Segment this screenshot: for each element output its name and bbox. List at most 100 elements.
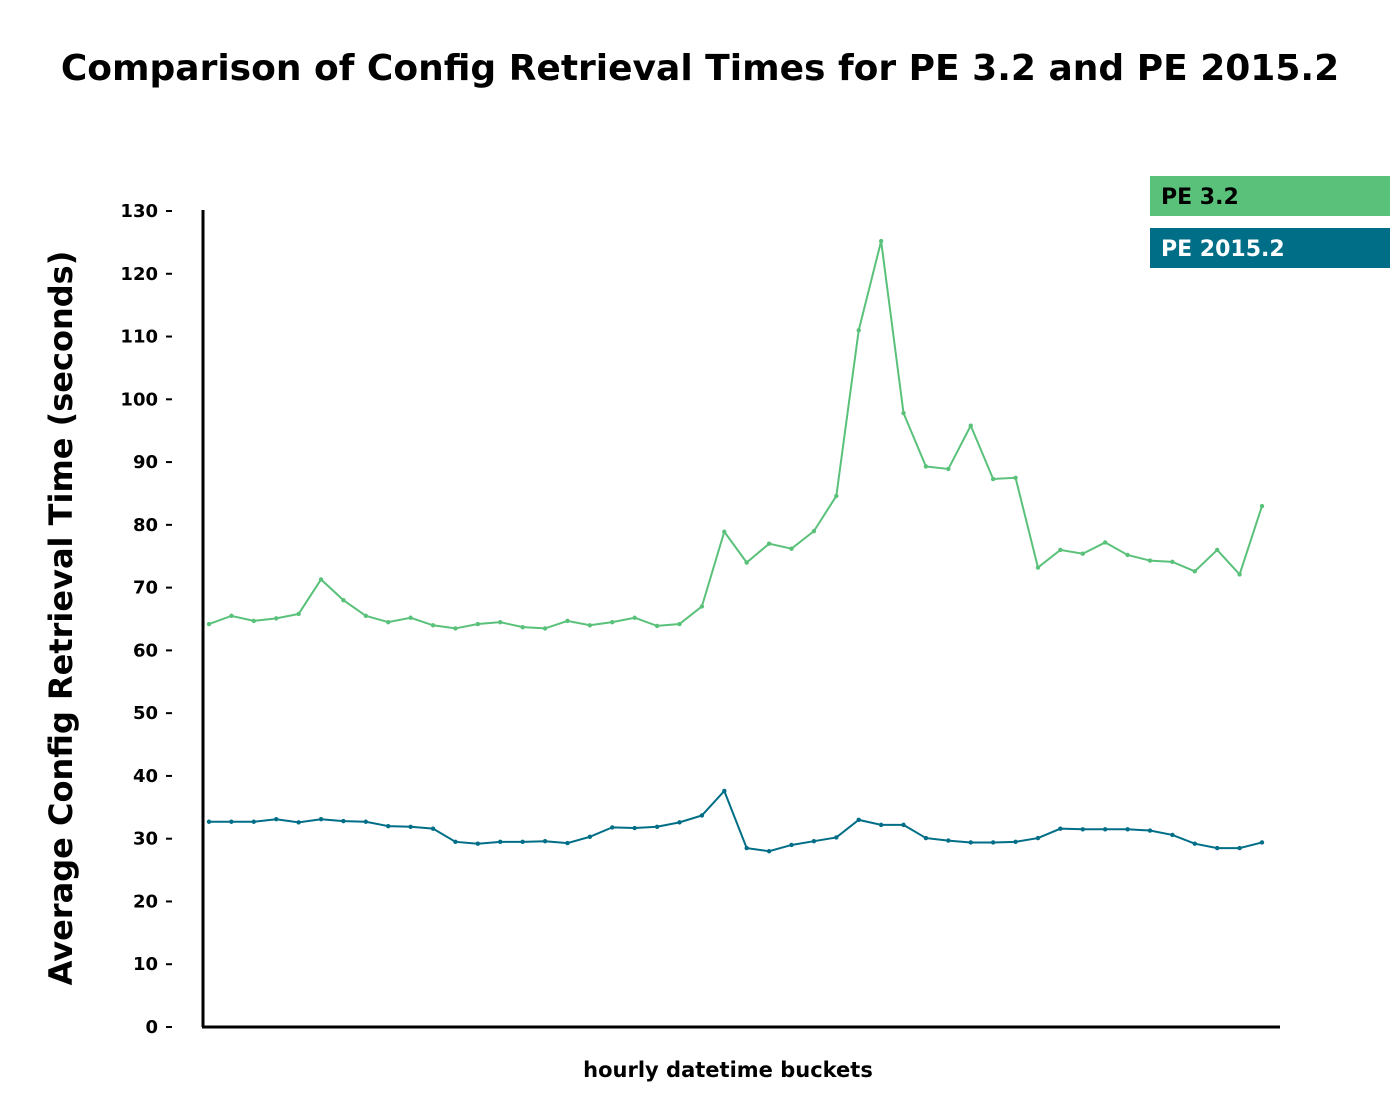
data-point xyxy=(722,529,727,534)
data-point xyxy=(789,842,794,848)
data-point xyxy=(946,838,951,843)
x-axis-label: hourly datetime buckets xyxy=(583,1058,873,1082)
data-point xyxy=(946,466,951,472)
data-point xyxy=(699,813,705,818)
data-point xyxy=(901,822,906,828)
data-point xyxy=(318,817,324,822)
legend-item: PE 3.2 xyxy=(1150,176,1390,216)
data-point xyxy=(699,604,705,609)
y-tick-label: 40 xyxy=(133,766,158,787)
data-point xyxy=(1147,558,1153,563)
data-point xyxy=(1013,839,1018,845)
data-point xyxy=(430,623,436,628)
data-point xyxy=(923,835,929,841)
data-point xyxy=(744,845,749,851)
data-point xyxy=(1035,565,1041,570)
data-point xyxy=(1237,572,1242,577)
data-point xyxy=(811,528,817,534)
y-tick-label: 120 xyxy=(120,264,158,285)
y-tick-label: 10 xyxy=(133,954,158,975)
data-point xyxy=(565,618,570,624)
data-point xyxy=(520,839,525,845)
data-point xyxy=(1080,551,1085,556)
data-point xyxy=(834,835,839,840)
data-point xyxy=(498,839,503,845)
legend: PE 3.2 PE 2015.2 xyxy=(1150,176,1390,268)
y-tick-label: 90 xyxy=(133,452,158,473)
data-point xyxy=(1259,503,1265,509)
data-point xyxy=(766,541,772,546)
data-point xyxy=(1214,845,1220,851)
series-line xyxy=(208,240,1263,630)
data-point xyxy=(475,841,481,846)
data-point xyxy=(453,839,458,845)
data-point xyxy=(1170,559,1175,565)
data-point xyxy=(1237,845,1242,851)
data-point xyxy=(789,546,794,551)
data-point xyxy=(1259,840,1265,845)
data-point xyxy=(856,817,861,823)
y-tick-label: 70 xyxy=(133,578,158,599)
data-point xyxy=(677,621,682,627)
data-point xyxy=(610,619,615,625)
y-tick-label: 110 xyxy=(120,327,158,348)
data-point xyxy=(251,819,257,824)
data-point xyxy=(363,819,369,824)
data-point xyxy=(632,825,637,831)
legend-label: PE 3.2 xyxy=(1161,185,1239,210)
y-tick-label: 0 xyxy=(145,1017,158,1038)
data-point xyxy=(968,840,973,845)
data-point xyxy=(363,613,369,619)
data-point xyxy=(587,834,593,840)
y-tick-label: 100 xyxy=(120,389,158,410)
data-point xyxy=(318,577,324,582)
data-point xyxy=(1125,827,1130,832)
data-point xyxy=(744,560,749,565)
data-point xyxy=(856,328,861,333)
y-tick-label: 20 xyxy=(133,891,158,912)
data-point xyxy=(1058,547,1063,553)
data-point xyxy=(677,820,682,825)
data-point xyxy=(632,615,637,620)
data-point xyxy=(229,613,234,619)
data-point xyxy=(1035,835,1041,841)
data-point xyxy=(1192,841,1197,846)
data-point xyxy=(878,822,884,828)
y-tick-label: 30 xyxy=(133,829,158,850)
y-tick-label: 50 xyxy=(133,703,158,724)
data-point xyxy=(878,238,884,244)
data-point xyxy=(430,826,436,831)
series-line xyxy=(209,789,1263,853)
data-point xyxy=(453,626,458,631)
data-point xyxy=(1192,569,1197,574)
data-point xyxy=(834,493,839,499)
data-point xyxy=(229,819,234,824)
data-point xyxy=(475,621,481,627)
data-point xyxy=(408,615,413,620)
plot-area xyxy=(206,238,1265,854)
data-point xyxy=(1102,540,1108,545)
data-point xyxy=(1214,547,1220,553)
legend-swatch xyxy=(1150,176,1390,216)
legend-item: PE 2015.2 xyxy=(1150,228,1390,268)
data-point xyxy=(520,624,525,630)
data-point xyxy=(654,824,660,829)
data-point xyxy=(1147,828,1153,833)
data-point xyxy=(1125,552,1130,558)
series-2 xyxy=(206,788,1265,854)
data-point xyxy=(811,839,817,844)
data-point xyxy=(251,618,257,624)
data-point xyxy=(206,621,212,627)
data-point xyxy=(1102,827,1108,832)
data-point xyxy=(296,611,301,617)
data-point xyxy=(498,619,503,625)
data-point xyxy=(386,823,391,829)
legend-swatch xyxy=(1150,228,1390,268)
chart-title: Comparison of Config Retrieval Times for… xyxy=(61,48,1339,89)
data-point xyxy=(341,597,346,603)
data-point xyxy=(274,616,279,621)
y-tick-label: 80 xyxy=(133,515,158,536)
data-point xyxy=(968,423,973,428)
data-point xyxy=(654,623,660,629)
data-point xyxy=(386,619,391,625)
